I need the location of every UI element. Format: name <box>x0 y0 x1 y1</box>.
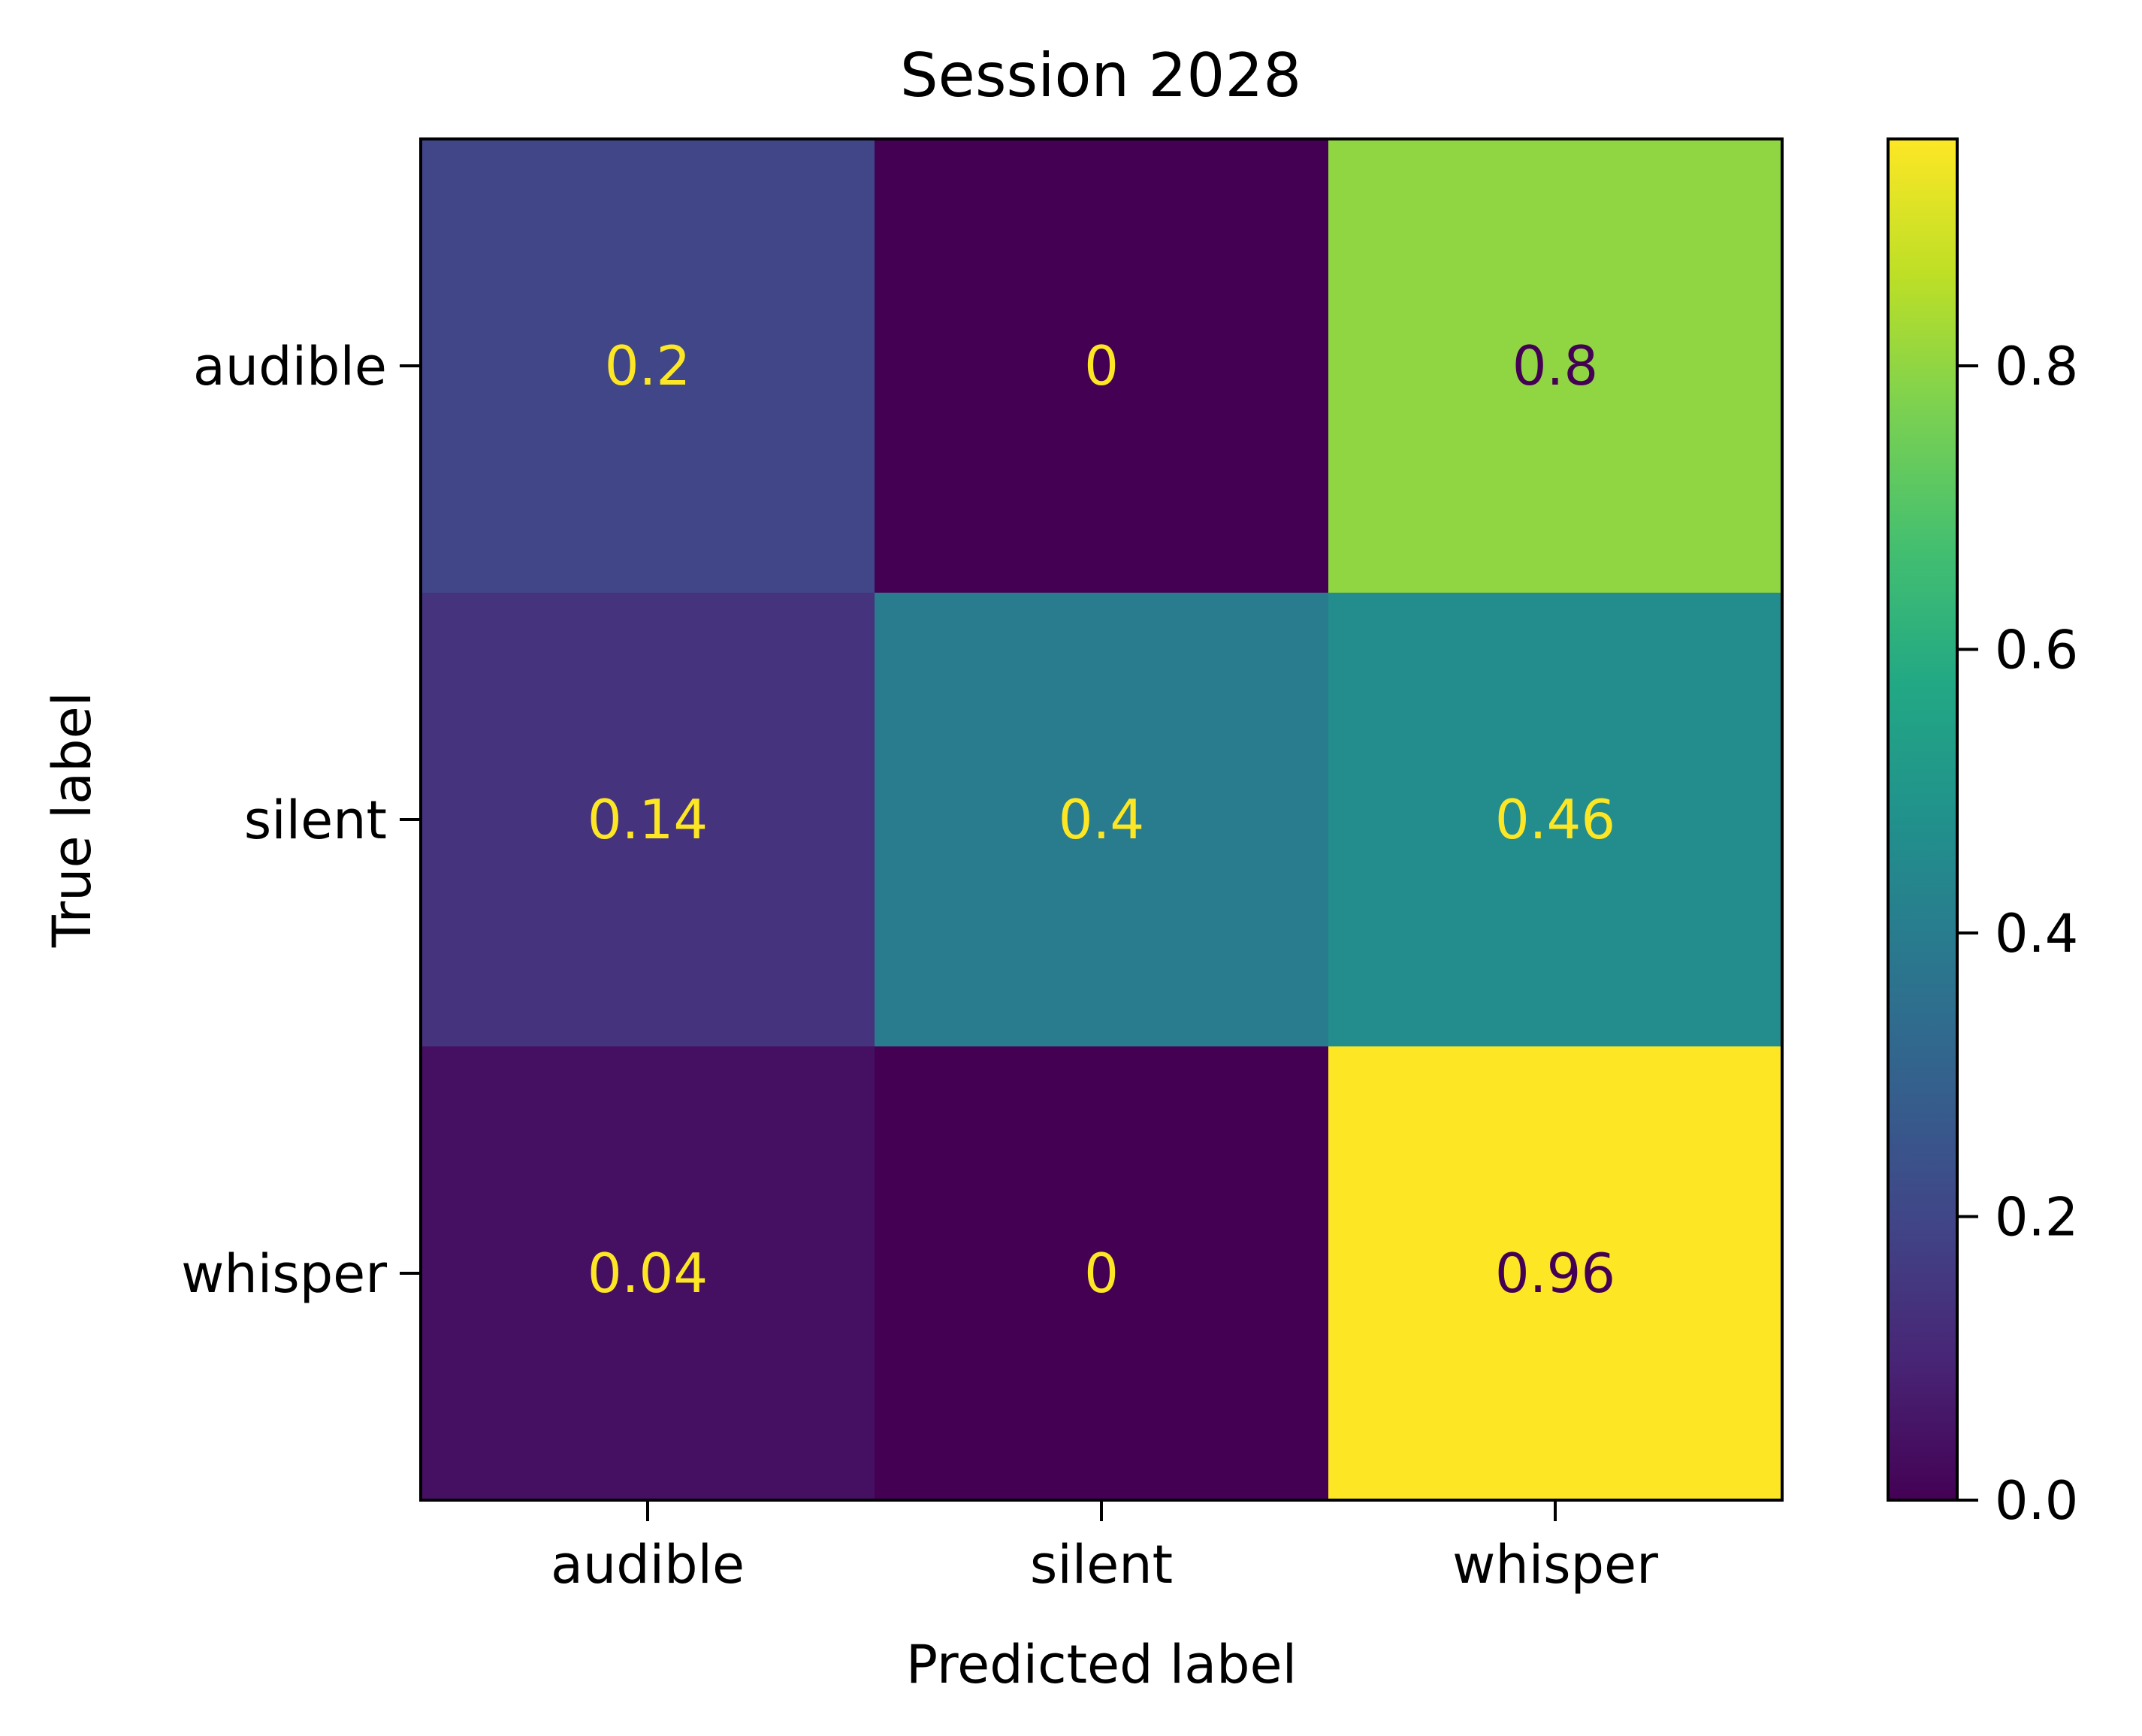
heatmap-cell <box>421 139 875 593</box>
x-tick-label: audible <box>551 1534 745 1596</box>
heatmap-cell-labels: 0.2 0 0.8 0.14 0.4 0.46 0.04 0 0.96 <box>588 334 1615 1305</box>
cell-value-label: 0.4 <box>1059 788 1145 851</box>
x-tick-label: whisper <box>1452 1534 1658 1596</box>
heatmap-cell <box>1328 593 1783 1047</box>
x-axis-ticks: audible silent whisper <box>551 1500 1658 1596</box>
y-tick-label: silent <box>244 790 387 851</box>
cell-value-label: 0.8 <box>1512 334 1599 397</box>
cell-value-label: 0 <box>1084 1242 1119 1305</box>
heatmap-cell <box>1328 139 1783 593</box>
colorbar-ticks: 0.0 0.2 0.4 0.6 0.8 <box>1957 336 2078 1532</box>
cell-value-label: 0 <box>1084 334 1119 397</box>
cell-value-label: 0.96 <box>1495 1242 1615 1305</box>
x-tick-label: silent <box>1030 1534 1173 1596</box>
chart-title: Session 2028 <box>900 41 1301 110</box>
heatmap-cell <box>875 593 1329 1047</box>
heatmap-cell <box>875 1046 1329 1501</box>
heatmap-cells <box>421 139 1783 1501</box>
y-tick-label: whisper <box>181 1243 387 1305</box>
cell-value-label: 0.2 <box>605 334 691 397</box>
heatmap-cell <box>875 139 1329 593</box>
cell-value-label: 0.04 <box>588 1242 708 1305</box>
colorbar-tick-label: 0.0 <box>1995 1470 2078 1532</box>
cell-value-label: 0.14 <box>588 788 708 851</box>
x-axis-label: Predicted label <box>906 1634 1297 1695</box>
y-axis-label: True label <box>41 692 103 948</box>
cell-value-label: 0.46 <box>1495 788 1615 851</box>
colorbar-tick-label: 0.4 <box>1995 903 2078 965</box>
y-tick-label: audible <box>193 336 387 397</box>
colorbar-frame <box>1887 137 1959 1502</box>
heatmap-cell <box>421 1046 875 1501</box>
heatmap-cell <box>1328 1046 1783 1501</box>
colorbar-tick-label: 0.2 <box>1995 1187 2078 1248</box>
colorbar-tick-label: 0.6 <box>1995 620 2078 681</box>
colorbar <box>1888 139 1957 1500</box>
heatmap-cell <box>421 593 875 1047</box>
colorbar-tick-label: 0.8 <box>1995 336 2078 397</box>
y-axis-ticks: audible silent whisper <box>181 336 421 1305</box>
